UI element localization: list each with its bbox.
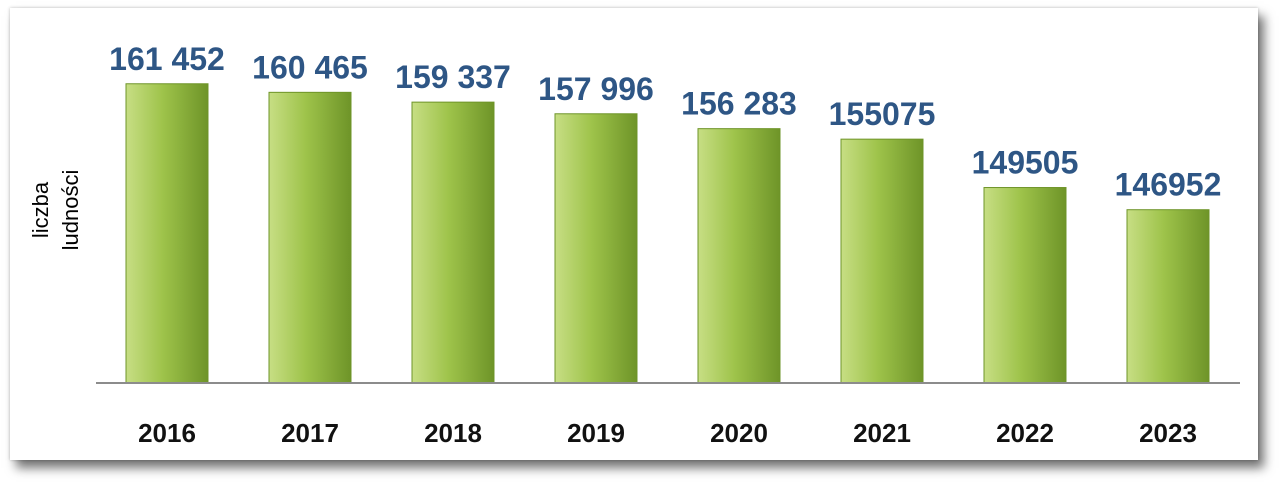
value-label-2021: 155075 — [829, 96, 936, 132]
x-tick-label-2017: 2017 — [281, 418, 339, 448]
value-label-2017: 160 465 — [252, 49, 368, 85]
value-label-2016: 161 452 — [109, 41, 225, 77]
x-tick-label-2021: 2021 — [853, 418, 911, 448]
x-tick-label-2020: 2020 — [710, 418, 768, 448]
value-label-2022: 149505 — [972, 145, 1079, 181]
bar-2020 — [697, 128, 781, 384]
bar-2021 — [840, 138, 924, 384]
bar-2022 — [983, 187, 1067, 384]
value-label-2018: 159 337 — [395, 59, 511, 95]
x-tick-label-2019: 2019 — [567, 418, 625, 448]
value-label-2019: 157 996 — [538, 71, 654, 107]
bar-2016 — [125, 83, 209, 384]
x-tick-label-2023: 2023 — [1139, 418, 1197, 448]
x-tick-label-2022: 2022 — [996, 418, 1054, 448]
bar-2018 — [411, 101, 495, 384]
value-label-2023: 146952 — [1115, 167, 1222, 203]
bar-2019 — [554, 113, 638, 384]
x-tick-label-2018: 2018 — [424, 418, 482, 448]
bar-2017 — [268, 91, 352, 384]
bar-2023 — [1126, 209, 1210, 384]
value-label-2020: 156 283 — [681, 86, 797, 122]
x-tick-label-2016: 2016 — [138, 418, 196, 448]
